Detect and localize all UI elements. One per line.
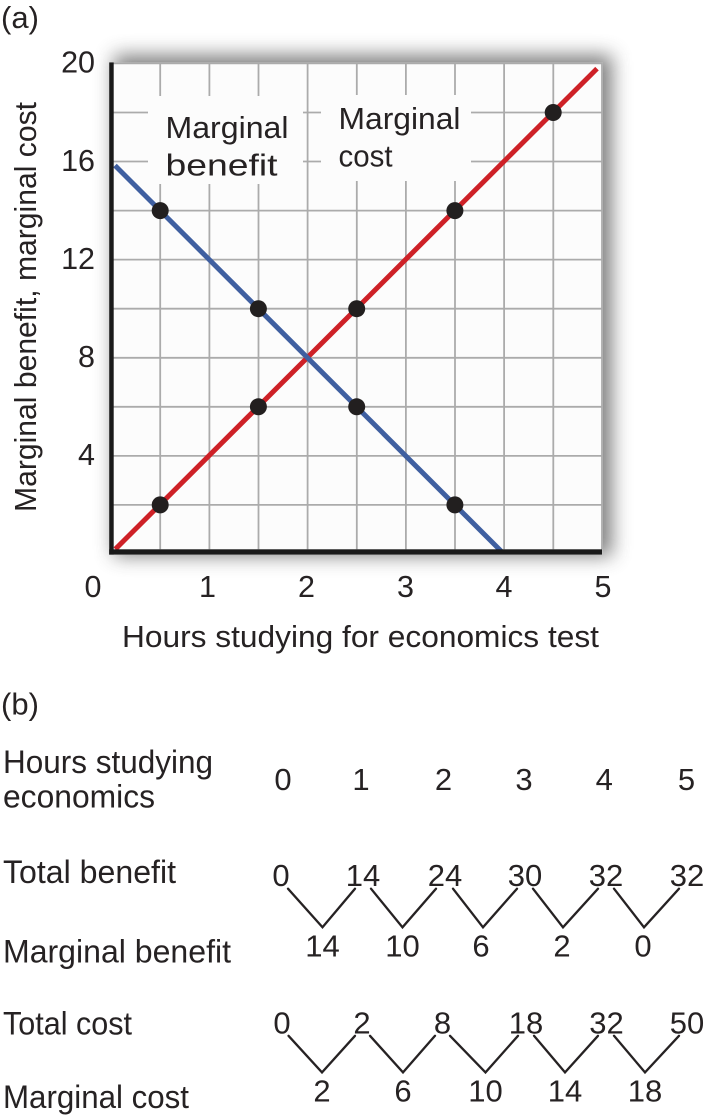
svg-text:2: 2 <box>435 762 452 797</box>
svg-text:Marginal benefit: Marginal benefit <box>3 933 231 969</box>
svg-text:10: 10 <box>468 1074 502 1109</box>
svg-text:0: 0 <box>274 762 291 797</box>
svg-text:Marginal benefit, marginal cos: Marginal benefit, marginal cost <box>8 102 43 512</box>
svg-text:14: 14 <box>346 858 380 893</box>
svg-text:32: 32 <box>589 858 623 893</box>
svg-text:(b): (b) <box>1 687 39 722</box>
svg-text:2: 2 <box>553 929 570 964</box>
svg-text:2: 2 <box>353 1006 370 1041</box>
svg-text:0: 0 <box>634 929 651 964</box>
svg-text:1: 1 <box>199 570 216 604</box>
svg-text:1: 1 <box>352 762 369 797</box>
svg-text:Total cost: Total cost <box>3 1006 132 1042</box>
svg-text:14: 14 <box>305 929 339 964</box>
svg-text:0: 0 <box>85 570 102 604</box>
svg-text:4: 4 <box>596 762 613 797</box>
svg-text:2: 2 <box>298 570 315 604</box>
svg-text:18: 18 <box>628 1074 662 1109</box>
svg-text:5: 5 <box>595 570 612 604</box>
svg-text:2: 2 <box>313 1074 330 1109</box>
svg-text:30: 30 <box>508 858 542 893</box>
svg-text:32: 32 <box>589 1006 623 1041</box>
svg-text:16: 16 <box>61 144 95 178</box>
svg-text:Hours studying for economics t: Hours studying for economics test <box>122 619 599 654</box>
svg-text:50: 50 <box>670 1006 704 1041</box>
svg-text:0: 0 <box>273 1006 290 1041</box>
svg-text:4: 4 <box>496 570 513 604</box>
svg-text:12: 12 <box>61 242 95 276</box>
svg-text:Total benefit: Total benefit <box>3 854 176 890</box>
svg-text:Marginal: Marginal <box>166 111 289 145</box>
svg-text:18: 18 <box>509 1006 543 1041</box>
svg-text:economics: economics <box>3 778 155 814</box>
svg-text:24: 24 <box>428 858 462 893</box>
svg-text:10: 10 <box>385 929 419 964</box>
svg-text:32: 32 <box>670 858 704 893</box>
svg-text:6: 6 <box>472 929 489 964</box>
svg-text:benefit: benefit <box>166 149 279 183</box>
svg-text:14: 14 <box>548 1074 582 1109</box>
svg-text:3: 3 <box>397 570 414 604</box>
svg-text:cost: cost <box>339 140 394 174</box>
svg-text:8: 8 <box>434 1006 451 1041</box>
svg-text:4: 4 <box>78 438 95 472</box>
svg-text:Hours studying: Hours studying <box>3 744 213 780</box>
svg-text:(a): (a) <box>1 0 39 35</box>
svg-text:6: 6 <box>394 1074 411 1109</box>
svg-text:0: 0 <box>272 858 289 893</box>
svg-text:Marginal: Marginal <box>339 102 461 136</box>
svg-text:5: 5 <box>678 762 695 797</box>
svg-text:8: 8 <box>78 340 95 374</box>
svg-text:20: 20 <box>61 46 95 80</box>
svg-text:3: 3 <box>515 762 532 797</box>
svg-text:Marginal cost: Marginal cost <box>3 1079 189 1115</box>
